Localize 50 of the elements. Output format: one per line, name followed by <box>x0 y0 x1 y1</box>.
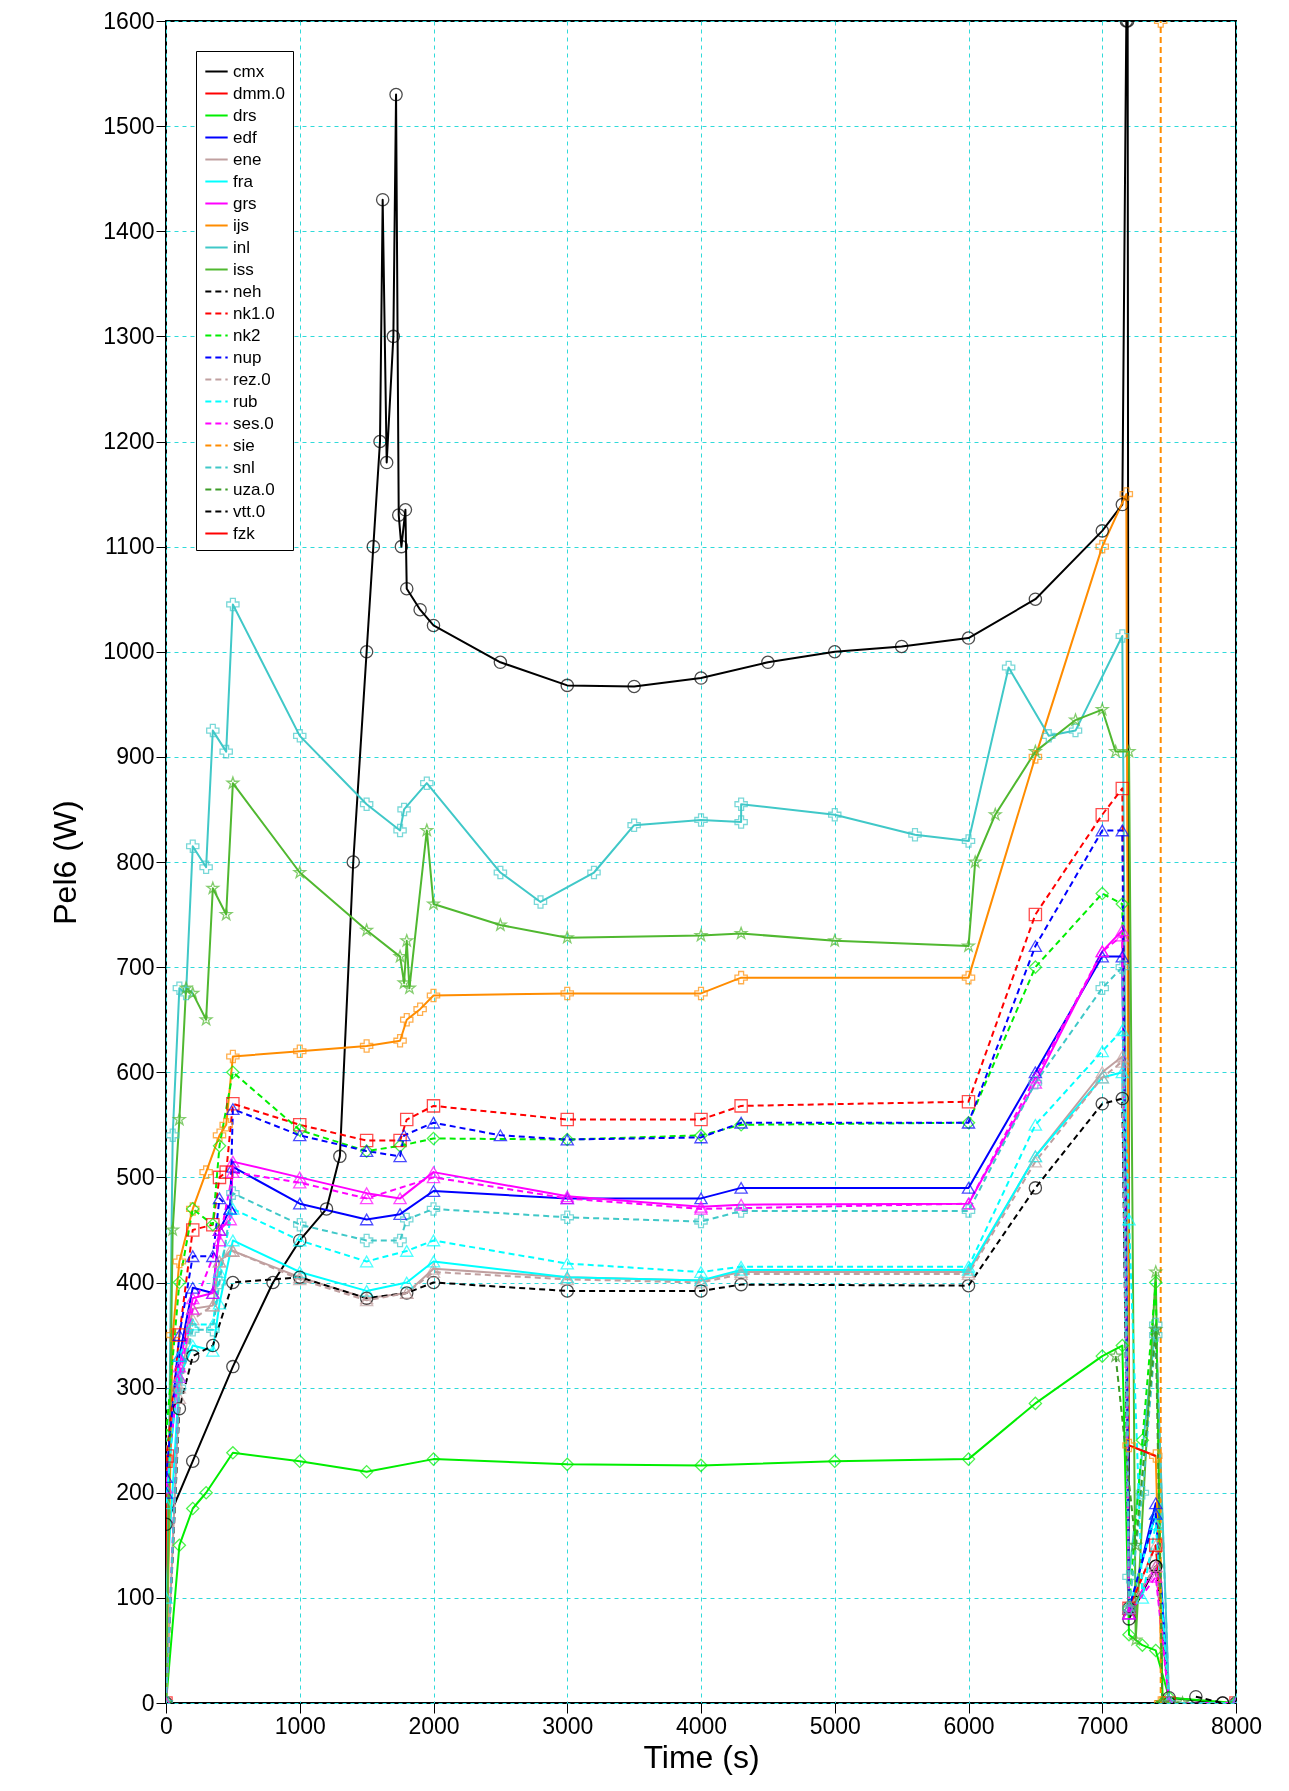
y-tick-label: 100 <box>116 1584 155 1611</box>
y-tick-label: 1000 <box>103 638 155 665</box>
legend-label: fzk <box>233 523 256 543</box>
legend-label: neh <box>233 281 262 301</box>
legend-label: nup <box>233 347 262 367</box>
legend-label: ene <box>233 149 262 169</box>
y-tick-label: 500 <box>116 1163 155 1190</box>
legend-label: fra <box>233 171 254 191</box>
x-tick-label: 8000 <box>1210 1712 1263 1739</box>
legend-label: sie <box>233 435 255 455</box>
legend-label: rub <box>233 391 258 411</box>
legend-label: ijs <box>233 215 250 235</box>
x-tick-label: 5000 <box>809 1712 861 1739</box>
legend-label: uza.0 <box>233 479 275 499</box>
y-tick-label: 200 <box>116 1479 155 1506</box>
x-tick-label: 6000 <box>943 1712 995 1739</box>
y-tick-label: 700 <box>116 953 155 980</box>
legend-label: nk1.0 <box>233 303 275 323</box>
y-tick-label: 1200 <box>103 428 155 454</box>
y-tick-label: 1500 <box>103 112 155 139</box>
legend-label: drs <box>233 105 257 125</box>
y-axis-title: Pel6 (W) <box>47 800 84 925</box>
legend-label: snl <box>233 457 255 477</box>
legend-label: edf <box>233 127 257 147</box>
legend-label: rez.0 <box>233 369 271 389</box>
x-tick-label: 4000 <box>675 1712 728 1739</box>
y-tick-label: 1300 <box>103 322 155 349</box>
legend-label: vtt.0 <box>233 501 266 521</box>
legend-label: dmm.0 <box>233 83 285 103</box>
legend-label: iss <box>233 259 254 279</box>
y-tick-label: 300 <box>116 1374 155 1401</box>
legend-label: cmx <box>233 61 265 81</box>
y-tick-label: 1600 <box>103 7 155 34</box>
legend-label: nk2 <box>233 325 261 345</box>
y-tick-label: 900 <box>116 743 155 770</box>
x-tick-label: 0 <box>160 1712 173 1739</box>
y-tick-label: 0 <box>141 1689 155 1716</box>
legend-label: inl <box>233 237 251 257</box>
x-tick-label: 2000 <box>408 1712 460 1739</box>
x-axis-title: Time (s) <box>643 1738 760 1775</box>
x-tick-label: 1000 <box>274 1712 326 1739</box>
y-tick-label: 400 <box>116 1269 155 1295</box>
y-tick-label: 800 <box>116 848 155 875</box>
x-tick-label: 7000 <box>1077 1712 1129 1739</box>
legend-label: ses.0 <box>233 413 274 433</box>
y-tick-label: 1100 <box>105 533 155 560</box>
y-tick-label: 600 <box>116 1058 155 1085</box>
x-tick-label: 3000 <box>542 1712 594 1739</box>
legend-label: grs <box>233 193 257 213</box>
y-tick-label: 1400 <box>103 217 155 244</box>
